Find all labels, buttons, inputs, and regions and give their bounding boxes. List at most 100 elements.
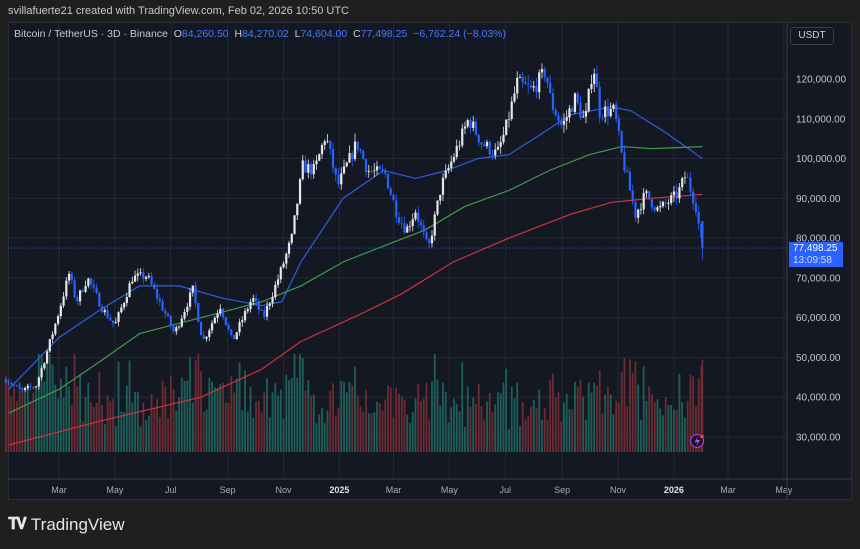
volume-bar <box>285 374 288 452</box>
volume-bar <box>499 393 502 452</box>
candle-body <box>158 298 161 302</box>
x-tick-label: May <box>106 485 124 495</box>
volume-bar <box>664 397 667 452</box>
low-value: 74,604.00 <box>300 28 348 40</box>
volume-bar <box>645 400 648 452</box>
candle-body <box>309 164 313 175</box>
volume-bar <box>626 406 629 452</box>
volume-bar <box>153 409 156 452</box>
volume-bar <box>246 411 249 452</box>
volume-bar <box>323 422 326 452</box>
candle-body <box>345 162 348 167</box>
candle-body <box>342 166 346 174</box>
volume-bar <box>695 406 697 452</box>
candle-body <box>452 157 456 162</box>
volume-bar <box>403 399 406 452</box>
x-tick-label: Nov <box>610 485 627 495</box>
candle-body <box>590 84 593 89</box>
volume-bar <box>95 402 98 452</box>
candle-body <box>210 323 214 331</box>
volume-bar <box>607 386 609 452</box>
volume-bar <box>494 404 497 452</box>
volume-bar <box>301 357 304 452</box>
volume-bar <box>7 378 10 452</box>
candle-body <box>538 72 541 93</box>
candle-countdown: 13:09:58 <box>793 254 832 266</box>
volume-bar <box>290 377 293 452</box>
x-tick-label: 2026 <box>664 485 684 495</box>
candle-body <box>144 277 148 279</box>
candle-body <box>18 385 21 389</box>
volume-bar <box>689 374 692 452</box>
volume-bar <box>24 385 26 452</box>
volume-bar <box>164 386 167 452</box>
candle-body <box>551 93 555 110</box>
candle-body <box>472 121 475 128</box>
candle-body <box>260 309 263 311</box>
volume-bar <box>98 371 101 452</box>
candle-body <box>329 140 332 149</box>
candle-body <box>100 306 104 313</box>
volume-bar <box>629 359 631 452</box>
volume-bar <box>106 395 109 452</box>
candle-body <box>224 317 227 325</box>
volume-bar <box>640 419 642 452</box>
volume-bar <box>491 411 494 452</box>
candle-body <box>59 305 62 317</box>
symbol-name[interactable]: Bitcoin / TetherUS · 3D · Binance <box>14 28 168 40</box>
currency-button[interactable]: USDT <box>790 27 834 45</box>
candle-body <box>584 111 588 117</box>
volume-bar <box>686 400 689 452</box>
volume-bar <box>406 414 409 452</box>
volume-bar <box>681 402 684 452</box>
moving-average-blue <box>8 106 703 390</box>
candle-body <box>576 93 579 103</box>
candle-body <box>557 115 560 121</box>
candle-body <box>15 385 18 387</box>
candle-body <box>565 117 568 121</box>
volume-bar <box>637 384 640 452</box>
volume-bar <box>59 378 62 452</box>
volume-bar <box>92 407 95 452</box>
candle-body <box>95 287 98 293</box>
volume-bar <box>431 381 433 452</box>
candle-body <box>32 387 35 388</box>
volume-bar <box>123 411 125 452</box>
volume-bar <box>538 389 541 452</box>
candle-body <box>65 280 68 297</box>
candle-body <box>232 335 236 339</box>
volume-bar <box>109 400 112 452</box>
candle-body <box>246 309 249 312</box>
volume-bar <box>510 386 513 452</box>
volume-bar <box>172 389 175 452</box>
candle-body <box>458 145 461 147</box>
volume-bar <box>277 395 279 452</box>
candle-body <box>312 164 315 175</box>
candle-body <box>307 164 310 173</box>
volume-bar <box>197 354 200 452</box>
volume-bar <box>354 366 356 452</box>
candle-body <box>362 151 365 160</box>
volume-bar <box>455 404 458 452</box>
candle-body <box>122 302 126 308</box>
volume-bar <box>315 423 318 452</box>
candle-body <box>419 221 423 226</box>
candle-body <box>29 386 32 388</box>
candle-body <box>183 311 186 319</box>
volume-bar <box>444 392 447 452</box>
candle-body <box>23 387 27 390</box>
candle-body <box>650 199 654 208</box>
candle-body <box>285 253 288 264</box>
symbol-legend: Bitcoin / TetherUS · 3D · Binance O84,26… <box>14 28 506 40</box>
volume-bar <box>367 413 370 452</box>
volume-bar <box>670 404 673 452</box>
volume-bar <box>307 380 310 452</box>
candle-body <box>161 301 164 311</box>
candle-body <box>133 275 137 282</box>
volume-bar <box>227 402 230 452</box>
candle-body <box>21 388 24 390</box>
high-label: H <box>234 28 243 40</box>
candle-body <box>496 146 500 150</box>
candle-body <box>254 297 258 302</box>
